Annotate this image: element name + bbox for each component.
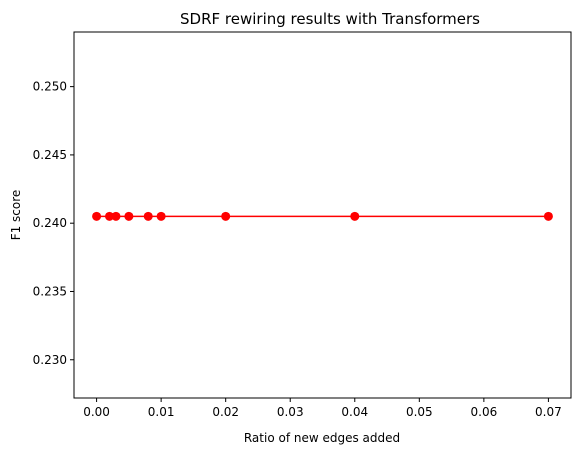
y-axis-label: F1 score bbox=[9, 190, 23, 241]
data-point bbox=[105, 211, 114, 221]
x-tick-label: 0.00 bbox=[83, 405, 110, 419]
y-tick-label: 0.240 bbox=[33, 216, 67, 230]
data-point bbox=[92, 211, 102, 221]
data-point bbox=[143, 211, 153, 221]
x-tick-label: 0.06 bbox=[471, 405, 498, 419]
x-tick-label: 0.03 bbox=[277, 405, 304, 419]
x-axis-ticks: 0.00 0.01 0.02 0.03 0.04 0.05 0.06 0.07 bbox=[83, 398, 562, 419]
data-point bbox=[156, 211, 166, 221]
data-point bbox=[111, 211, 121, 221]
x-tick-label: 0.05 bbox=[406, 405, 433, 419]
chart-title: SDRF rewiring results with Transformers bbox=[180, 10, 480, 28]
y-tick-label: 0.230 bbox=[33, 353, 67, 367]
plot-area bbox=[74, 32, 571, 398]
data-point bbox=[124, 211, 134, 221]
y-tick-label: 0.235 bbox=[33, 284, 67, 298]
data-point bbox=[350, 211, 360, 221]
x-tick-label: 0.04 bbox=[341, 405, 368, 419]
y-tick-label: 0.250 bbox=[33, 80, 67, 94]
series-layer bbox=[92, 211, 553, 221]
data-point bbox=[543, 211, 553, 221]
x-axis-label: Ratio of new edges added bbox=[244, 431, 400, 445]
x-tick-label: 0.01 bbox=[148, 405, 175, 419]
x-tick-label: 0.07 bbox=[535, 405, 562, 419]
x-tick-label: 0.02 bbox=[212, 405, 239, 419]
y-tick-label: 0.245 bbox=[33, 148, 67, 162]
data-point bbox=[221, 211, 231, 221]
plot-frame bbox=[73, 31, 572, 399]
y-axis-ticks: 0.230 0.235 0.240 0.245 0.250 bbox=[33, 80, 74, 367]
